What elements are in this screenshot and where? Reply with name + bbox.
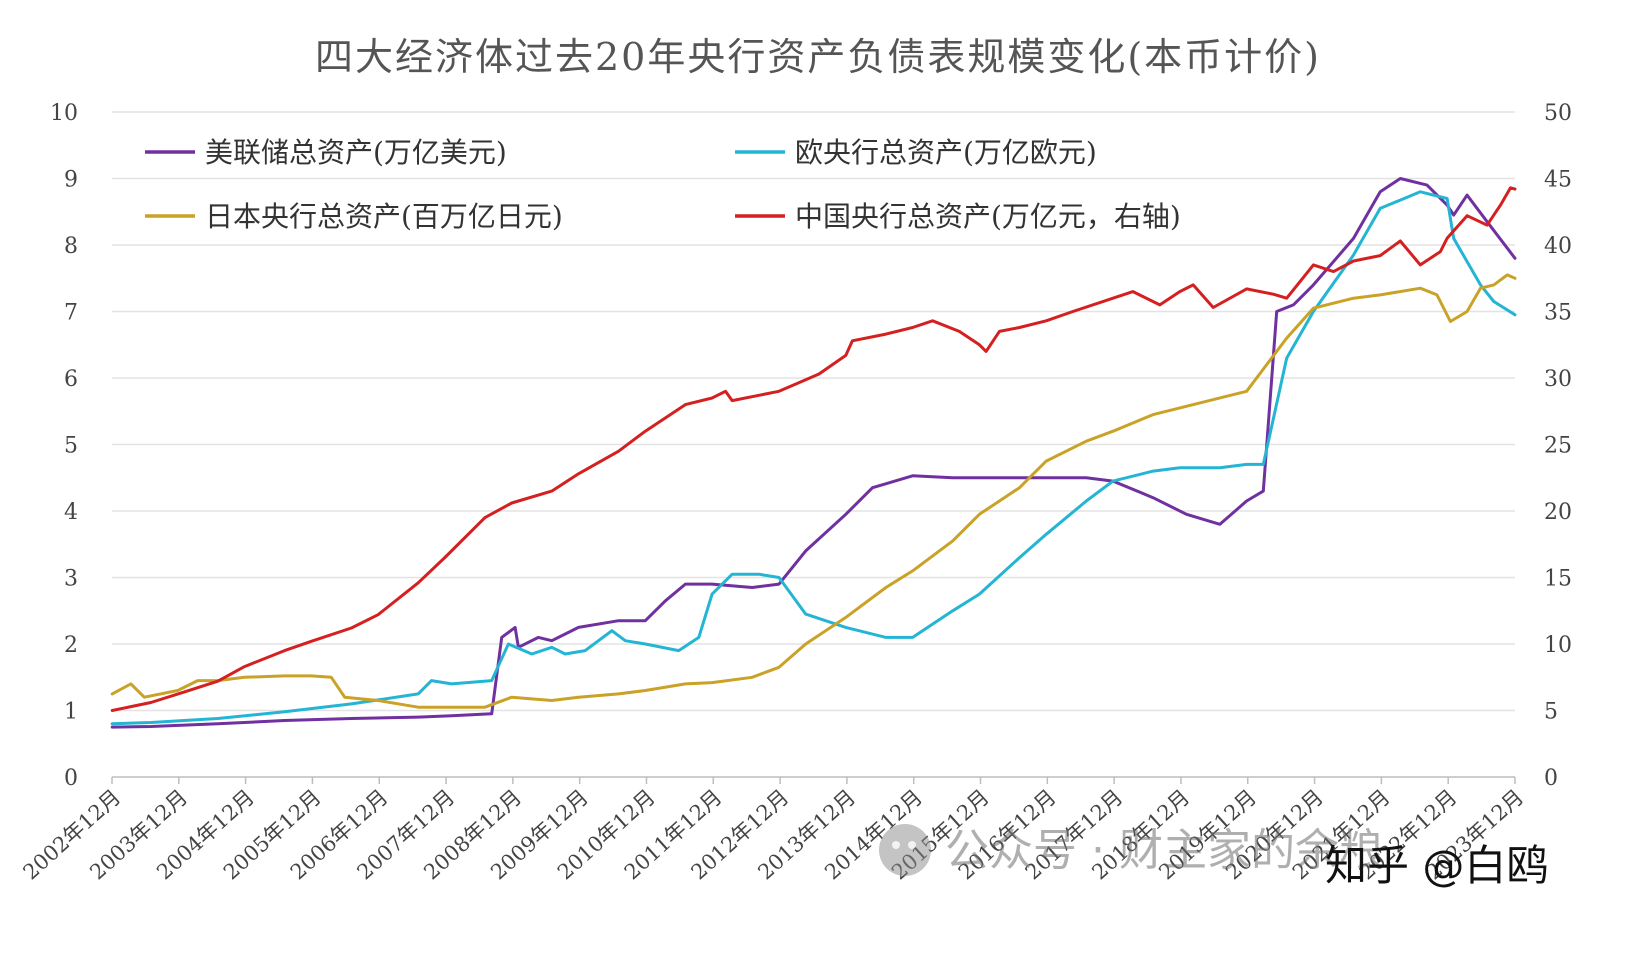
right-tick-label: 25 (1544, 434, 1572, 459)
series-line-2 (110, 273, 1517, 709)
legend-label: 美联储总资产(万亿美元) (205, 136, 507, 169)
watermark: 公众号 · 财主家的余粮 知乎 @白鸥 (879, 824, 1548, 890)
right-tick-label: 45 (1544, 168, 1572, 193)
wechat-icon-eye-right (908, 841, 916, 849)
left-tick-label: 1 (64, 700, 78, 725)
left-tick-label: 5 (64, 434, 78, 459)
gridlines (112, 111, 1515, 778)
left-tick-label: 8 (64, 234, 78, 259)
legend-label: 欧央行总资产(万亿欧元) (795, 136, 1097, 169)
left-tick-label: 7 (64, 301, 78, 326)
right-tick-label: 20 (1544, 500, 1572, 525)
chart-title: 四大经济体过去20年央行资产负债表规模变化(本币计价) (315, 35, 1321, 79)
left-tick-label: 9 (64, 168, 78, 193)
right-tick-label: 35 (1544, 301, 1572, 326)
left-tick-label: 10 (50, 101, 78, 126)
right-tick-label: 15 (1544, 567, 1572, 592)
right-tick-label: 0 (1544, 766, 1558, 791)
wechat-watermark-text: 公众号 · 财主家的余粮 (945, 825, 1383, 876)
series-line-3 (110, 186, 1517, 712)
legend-label: 中国央行总资产(万亿元，右轴) (795, 200, 1181, 233)
legend: 美联储总资产(万亿美元) 欧央行总资产(万亿欧元) 日本央行总资产(百万亿日元) 中国… (145, 136, 1181, 233)
series-lines (110, 177, 1517, 729)
right-tick-label: 5 (1544, 700, 1558, 725)
left-tick-label: 2 (64, 633, 78, 658)
zhihu-watermark-text: 知乎 @白鸥 (1325, 841, 1548, 890)
legend-label: 日本央行总资产(百万亿日元) (205, 200, 563, 233)
right-axis-ticks: 0 5 10 15 20 25 30 35 40 45 50 (1544, 101, 1572, 791)
right-tick-label: 10 (1544, 633, 1572, 658)
right-tick-label: 30 (1544, 367, 1572, 392)
wechat-icon-eye-left (892, 841, 900, 849)
series-line-0 (110, 177, 1517, 729)
left-axis-ticks: 0 1 2 3 4 5 6 7 8 9 10 (50, 101, 78, 791)
left-tick-label: 6 (64, 367, 78, 392)
right-tick-label: 50 (1544, 101, 1572, 126)
wechat-icon (879, 824, 931, 876)
series-line-1 (110, 190, 1517, 726)
right-tick-label: 40 (1544, 234, 1572, 259)
left-tick-label: 4 (64, 500, 78, 525)
left-tick-label: 3 (64, 567, 78, 592)
left-tick-label: 0 (64, 766, 78, 791)
